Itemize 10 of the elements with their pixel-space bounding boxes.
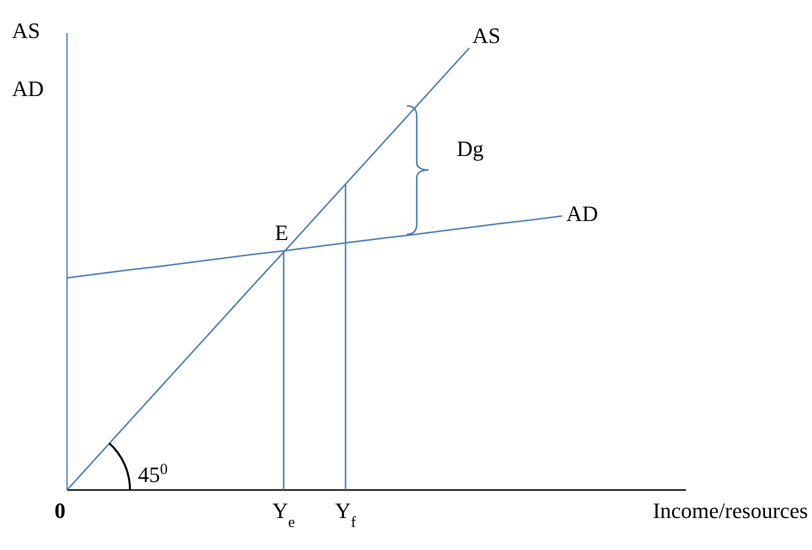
x-axis-title: Income/resources [652,498,808,523]
x-tick-label: Y$_{f}$ [335,498,357,530]
annotation: 45$^{0}$ [138,460,168,487]
annotation: Dg [456,136,484,162]
x-tick-label: 0 [54,498,66,523]
annotation: E [274,220,288,246]
x-tick-label: Y$_{e}$ [272,498,296,530]
text: AS AD [12,18,44,101]
series-label: AD [566,201,598,226]
series-label: AS [472,23,500,48]
